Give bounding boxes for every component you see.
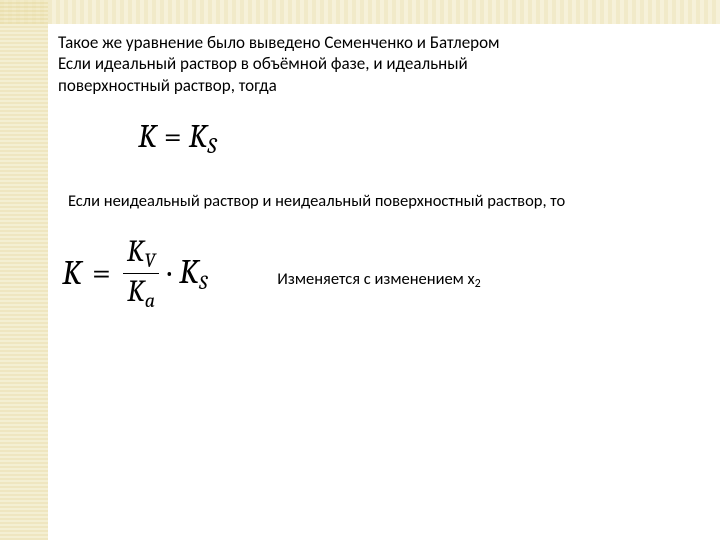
eq1-rhs-base: K: [189, 118, 208, 155]
para1-line2: Если идеальный раствор в объёмной фазе, …: [58, 53, 468, 74]
equation-2-row: K = KV Ka · KS Изменяется с изменением х…: [58, 217, 690, 311]
equation-2: K = KV Ka · KS: [62, 236, 207, 311]
eq2-dot: ·: [167, 253, 171, 293]
para1-line3: поверхностный раствор, тогда: [58, 75, 277, 96]
eq2-tail: KS: [179, 252, 207, 294]
mid-paragraph: Если неидеальный раствор и неидеальный п…: [68, 191, 690, 212]
equation-1: K = KS: [138, 118, 690, 159]
para3-sub: 2: [475, 277, 481, 291]
eq1-lhs: K: [138, 118, 157, 155]
eq2-op: =: [92, 253, 111, 293]
slide-content: Такое же уравнение было выведено Семенче…: [58, 32, 690, 311]
eq2-lhs: K: [62, 253, 82, 293]
eq1-rhs-sub: S: [207, 133, 216, 159]
tail-paragraph: Изменяется с изменением х2: [277, 269, 480, 291]
eq2-numerator: KV: [123, 236, 160, 271]
eq2-denominator: Ka: [123, 276, 159, 311]
eq2-fraction: KV Ka: [123, 236, 160, 311]
eq1-op: =: [164, 118, 189, 155]
intro-paragraph: Такое же уравнение было выведено Семенче…: [58, 32, 690, 96]
para1-line1: Такое же уравнение было выведено Семенче…: [58, 32, 500, 53]
bg-weave-top: [0, 0, 720, 24]
bg-weave-left: [0, 0, 48, 540]
para3-text: Изменяется с изменением х: [277, 269, 474, 289]
